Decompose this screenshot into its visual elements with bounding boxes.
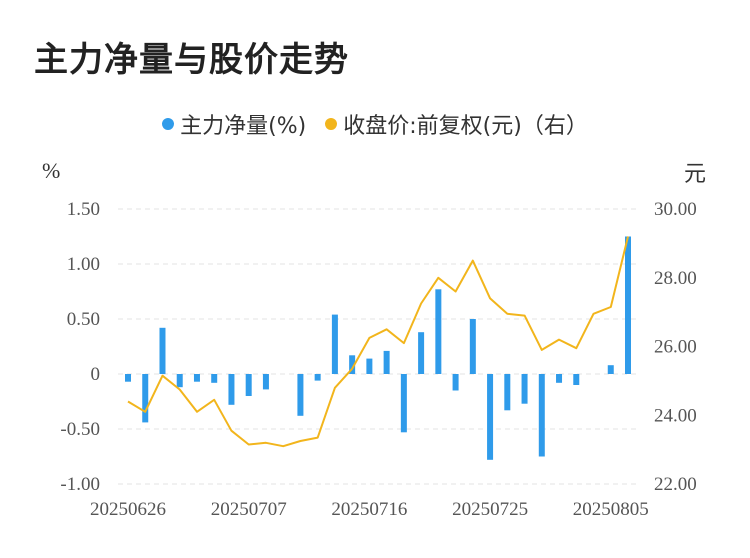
bar xyxy=(418,332,425,374)
y-left-tick-label: 0 xyxy=(91,364,101,385)
y-left-tick-label: -0.50 xyxy=(60,419,100,440)
bar xyxy=(400,374,407,433)
bar xyxy=(159,327,166,374)
bar xyxy=(504,374,511,411)
bar xyxy=(556,374,563,383)
y-right-tick-label: 28.00 xyxy=(654,268,697,289)
y-left-tick-label: 1.00 xyxy=(67,254,100,275)
bar xyxy=(314,374,321,381)
bar xyxy=(452,374,459,391)
y-right-tick-label: 22.00 xyxy=(654,474,697,495)
chart-legend: 主力净量(%) 收盘价:前复权(元)（右） xyxy=(0,108,750,140)
bar xyxy=(487,374,494,460)
bar xyxy=(349,355,356,374)
y-left-tick-label: -1.00 xyxy=(60,474,100,495)
bar xyxy=(297,374,304,416)
bar xyxy=(538,374,545,457)
right-axis-unit: 元 xyxy=(684,162,707,187)
left-axis-unit: % xyxy=(42,158,61,183)
bar xyxy=(607,365,614,374)
bar xyxy=(521,374,528,404)
x-tick-label: 20250626 xyxy=(90,499,166,520)
y-left-tick-label: 0.50 xyxy=(67,309,100,330)
x-tick-label: 20250805 xyxy=(573,499,649,520)
legend-label-close-price: 收盘价:前复权(元)（右） xyxy=(343,114,588,139)
bar xyxy=(228,374,235,405)
x-tick-label: 20250707 xyxy=(211,499,287,520)
y-left-tick-label: 1.50 xyxy=(67,199,100,220)
bar xyxy=(366,358,373,374)
legend-label-main-flow: 主力净量(%) xyxy=(180,114,307,139)
bar xyxy=(625,236,631,374)
bar xyxy=(176,374,183,388)
x-tick-label: 20250716 xyxy=(331,499,407,520)
bar xyxy=(142,374,149,423)
y-right-tick-label: 30.00 xyxy=(654,199,697,220)
x-tick-label: 20250725 xyxy=(452,499,528,520)
y-right-tick-label: 26.00 xyxy=(654,337,697,358)
price-line xyxy=(127,236,629,448)
bar xyxy=(573,374,580,385)
legend-item-close-price[interactable]: 收盘价:前复权(元)（右） xyxy=(325,108,588,140)
bar xyxy=(245,374,252,396)
bar xyxy=(469,319,476,374)
bar xyxy=(262,374,269,390)
bar xyxy=(435,289,442,374)
bar xyxy=(211,374,218,383)
y-right-tick-label: 24.00 xyxy=(654,405,697,426)
bar xyxy=(383,350,390,374)
legend-dot-orange xyxy=(325,118,338,130)
legend-dot-blue xyxy=(162,118,175,130)
bar xyxy=(193,374,200,382)
bar xyxy=(125,374,131,382)
chart-title: 主力净量与股价走势 xyxy=(34,40,349,80)
bar xyxy=(331,314,338,374)
legend-item-main-flow[interactable]: 主力净量(%) xyxy=(162,108,306,140)
